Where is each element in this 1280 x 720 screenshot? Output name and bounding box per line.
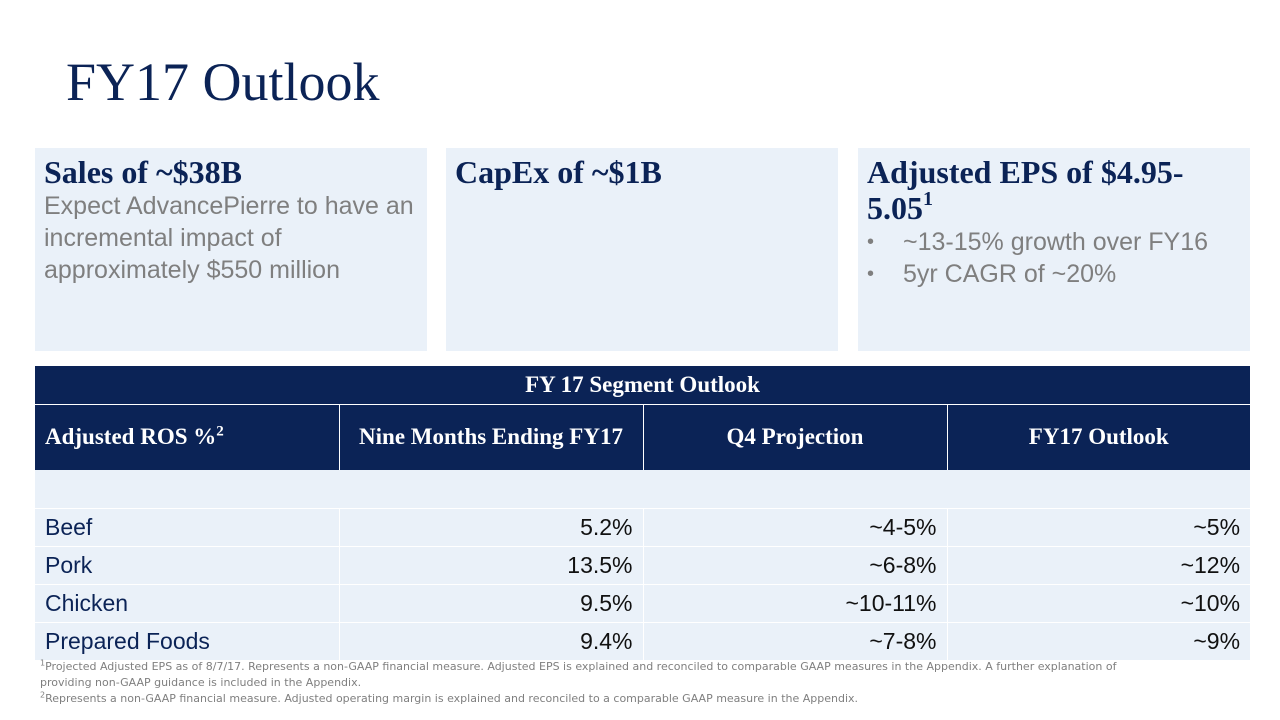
- eps-heading: Adjusted EPS of $4.95-5.051: [867, 154, 1241, 226]
- fy17-cell: ~12%: [946, 546, 1251, 585]
- q4-cell: ~4-5%: [642, 508, 947, 547]
- segment-cell: Pork: [35, 546, 339, 585]
- column-header-q4: Q4 Projection: [642, 404, 947, 470]
- table-spacer: [35, 470, 1251, 509]
- column-footnote-marker: 2: [216, 423, 224, 440]
- eps-card: Adjusted EPS of $4.95-5.051 • ~13-15% gro…: [858, 148, 1250, 351]
- eps-bullet-item: • 5yr CAGR of ~20%: [867, 258, 1241, 290]
- spacer-cell: [35, 470, 1251, 509]
- fy17-cell: ~10%: [946, 584, 1251, 623]
- eps-bullet-item: • ~13-15% growth over FY16: [867, 226, 1241, 258]
- sales-heading: Sales of ~$38B: [44, 154, 242, 190]
- fy17-cell: ~9%: [946, 622, 1251, 661]
- fy17-cell: ~5%: [946, 508, 1251, 547]
- column-header-segment: Adjusted ROS %2: [35, 404, 339, 470]
- footnote-text: Represents a non-GAAP financial measure.…: [45, 692, 859, 705]
- eps-bullet-list: • ~13-15% growth over FY16 • 5yr CAGR of ~…: [867, 226, 1241, 290]
- segment-cell: Chicken: [35, 584, 339, 623]
- table-title-row: FY 17 Segment Outlook: [35, 366, 1251, 405]
- column-header-label: Adjusted ROS %: [45, 424, 217, 450]
- footnote-1: 1Projected Adjusted EPS as of 8/7/17. Re…: [40, 659, 1170, 691]
- slide-title: FY17 Outlook: [66, 52, 380, 112]
- sales-card: Sales of ~$38B Expect AdvancePierre to h…: [35, 148, 427, 351]
- footnote-marker: 1: [40, 658, 46, 668]
- eps-footnote-marker: 1: [923, 188, 933, 211]
- table-row: Pork 13.5% ~6-8% ~12%: [35, 546, 1251, 585]
- nine-months-cell: 13.5%: [338, 546, 643, 585]
- column-header-nine-months: Nine Months Ending FY17: [338, 404, 643, 470]
- footnote-marker: 2: [40, 690, 46, 700]
- sales-body: Expect AdvancePierre to have an incremen…: [44, 192, 414, 284]
- q4-cell: ~7-8%: [642, 622, 947, 661]
- eps-bullet-text: 5yr CAGR of ~20%: [903, 260, 1117, 288]
- capex-heading: CapEx of ~$1B: [455, 154, 662, 190]
- footnote-text: Projected Adjusted EPS as of 8/7/17. Rep…: [40, 660, 1117, 689]
- bullet-icon: •: [867, 231, 875, 253]
- eps-heading-text: Adjusted EPS of $4.95-5.05: [867, 154, 1184, 226]
- q4-cell: ~6-8%: [642, 546, 947, 585]
- table-row: Prepared Foods 9.4% ~7-8% ~9%: [35, 622, 1251, 661]
- table-title: FY 17 Segment Outlook: [35, 366, 1251, 405]
- nine-months-cell: 9.4%: [338, 622, 643, 661]
- segment-cell: Beef: [35, 508, 339, 547]
- nine-months-cell: 5.2%: [338, 508, 643, 547]
- segment-cell: Prepared Foods: [35, 622, 339, 661]
- segment-outlook-table: FY 17 Segment Outlook Adjusted ROS %2 Ni…: [35, 366, 1251, 661]
- nine-months-cell: 9.5%: [338, 584, 643, 623]
- table-row: Chicken 9.5% ~10-11% ~10%: [35, 584, 1251, 623]
- table-header-row: Adjusted ROS %2 Nine Months Ending FY17 …: [35, 404, 1251, 470]
- capex-card: CapEx of ~$1B: [446, 148, 838, 351]
- footnote-2: 2Represents a non-GAAP financial measure…: [40, 691, 1170, 707]
- column-header-fy17: FY17 Outlook: [946, 404, 1251, 470]
- q4-cell: ~10-11%: [642, 584, 947, 623]
- eps-bullet-text: ~13-15% growth over FY16: [903, 228, 1209, 256]
- bullet-icon: •: [867, 263, 875, 285]
- footnotes: 1Projected Adjusted EPS as of 8/7/17. Re…: [40, 659, 1170, 707]
- table-row: Beef 5.2% ~4-5% ~5%: [35, 508, 1251, 547]
